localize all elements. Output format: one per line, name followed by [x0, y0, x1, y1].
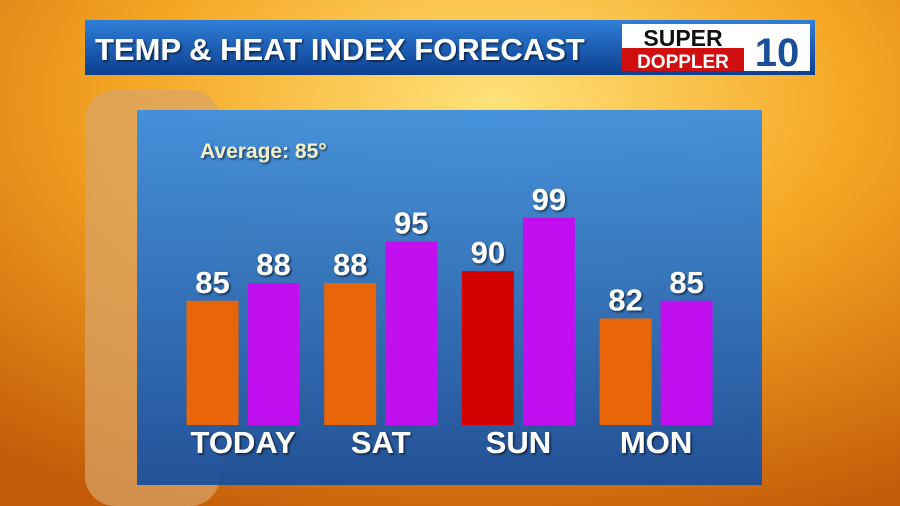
bar [324, 283, 377, 425]
value-label: 99 [532, 182, 566, 217]
bar [522, 217, 575, 425]
bar [660, 300, 713, 425]
value-label: 88 [333, 247, 367, 282]
value-label: 85 [669, 265, 703, 300]
logo-top-bg [622, 24, 744, 48]
bar [461, 271, 514, 425]
bar [385, 241, 438, 425]
value-label: 88 [256, 247, 290, 282]
x-tick-label: SAT [351, 425, 411, 460]
x-tick-label: TODAY [190, 425, 295, 460]
logo-number: 10 [755, 31, 800, 75]
value-label: 90 [471, 235, 505, 270]
chart-title: TEMP & HEAT INDEX FORECAST [95, 32, 585, 67]
logo-bottom: DOPPLER [637, 52, 729, 73]
x-tick-label: MON [620, 425, 692, 460]
bar [247, 283, 300, 425]
bar [186, 300, 239, 425]
logo-bottom-bg [622, 48, 744, 71]
annotation: Average: 85° [200, 140, 327, 163]
logo: SUPER DOPPLER 10 [622, 24, 810, 75]
x-tick-label: SUN [486, 425, 551, 460]
value-label: 85 [195, 265, 229, 300]
value-label: 82 [608, 283, 642, 318]
bar [599, 318, 652, 425]
logo-number-bg [744, 24, 810, 71]
logo-top: SUPER [643, 25, 723, 51]
chart-panel [137, 110, 762, 485]
value-label: 95 [394, 206, 428, 241]
